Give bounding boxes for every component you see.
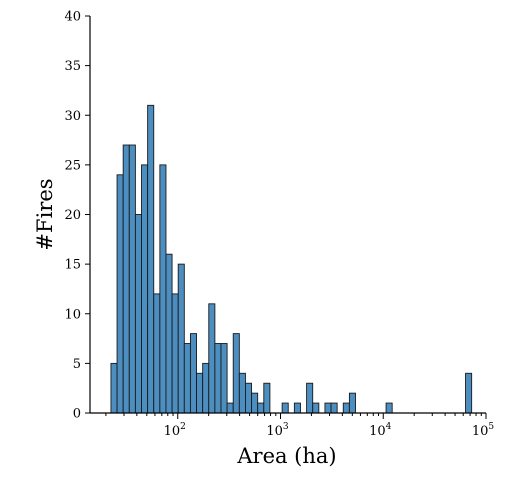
histogram-bar — [165, 253, 173, 414]
y-tick-label: 25 — [64, 158, 81, 173]
x-tick-label: 102 — [164, 422, 186, 439]
histogram-bar — [171, 293, 179, 414]
histogram-bar — [208, 303, 216, 414]
x-tick-label: 104 — [369, 422, 392, 439]
histogram-bar — [348, 392, 356, 414]
histogram-bar — [202, 362, 210, 414]
histogram-bar — [177, 263, 185, 414]
histogram-bar — [159, 164, 167, 414]
histogram-bar — [281, 402, 289, 414]
histogram-bar — [244, 382, 253, 414]
histogram-bar — [330, 402, 338, 414]
histogram-bar — [122, 144, 130, 414]
y-tick-label: 30 — [64, 109, 81, 124]
histogram-bar — [214, 343, 222, 414]
y-tick-label: 40 — [64, 10, 81, 25]
y-axis: 0 5 10 15 20 25 30 35 40 — [64, 10, 91, 422]
y-tick-label: 0 — [73, 407, 81, 422]
histogram-bar — [465, 372, 473, 414]
histogram-bar — [238, 372, 246, 414]
histogram-bar — [134, 214, 142, 414]
histogram-bar — [263, 382, 271, 414]
histogram-bar — [312, 402, 320, 414]
histogram-bar — [153, 293, 161, 414]
histogram-bar — [183, 343, 191, 414]
histogram-bar — [226, 402, 234, 414]
histogram-bar — [220, 343, 228, 414]
histogram-bar — [342, 402, 350, 414]
x-tick-label: 105 — [472, 422, 495, 439]
y-tick-label: 35 — [64, 59, 81, 74]
bars-group — [110, 104, 473, 414]
histogram-bar — [324, 402, 332, 414]
y-tick-label: 15 — [64, 258, 81, 273]
histogram-bar — [116, 174, 124, 414]
y-tick-label: 20 — [64, 208, 81, 223]
histogram-bar — [385, 402, 393, 414]
y-axis-label: #Fires — [33, 178, 57, 250]
histogram-bar — [147, 104, 155, 414]
y-tick-label: 5 — [73, 357, 81, 372]
histogram-bar — [128, 144, 136, 414]
x-tick-label: 103 — [266, 422, 289, 439]
histogram-bar — [251, 392, 259, 414]
histogram-bar — [306, 382, 314, 414]
histogram-bar — [189, 333, 197, 414]
x-axis: 102 103 104 105 — [90, 412, 495, 439]
histogram-bar — [110, 362, 118, 414]
histogram-bar — [141, 164, 149, 414]
histogram-bar — [257, 402, 265, 414]
histogram-bar — [232, 333, 240, 414]
y-tick-label: 10 — [64, 307, 81, 322]
histogram-bar — [196, 372, 204, 414]
histogram-bar — [293, 402, 301, 414]
x-axis-label: Area (ha) — [236, 444, 336, 468]
